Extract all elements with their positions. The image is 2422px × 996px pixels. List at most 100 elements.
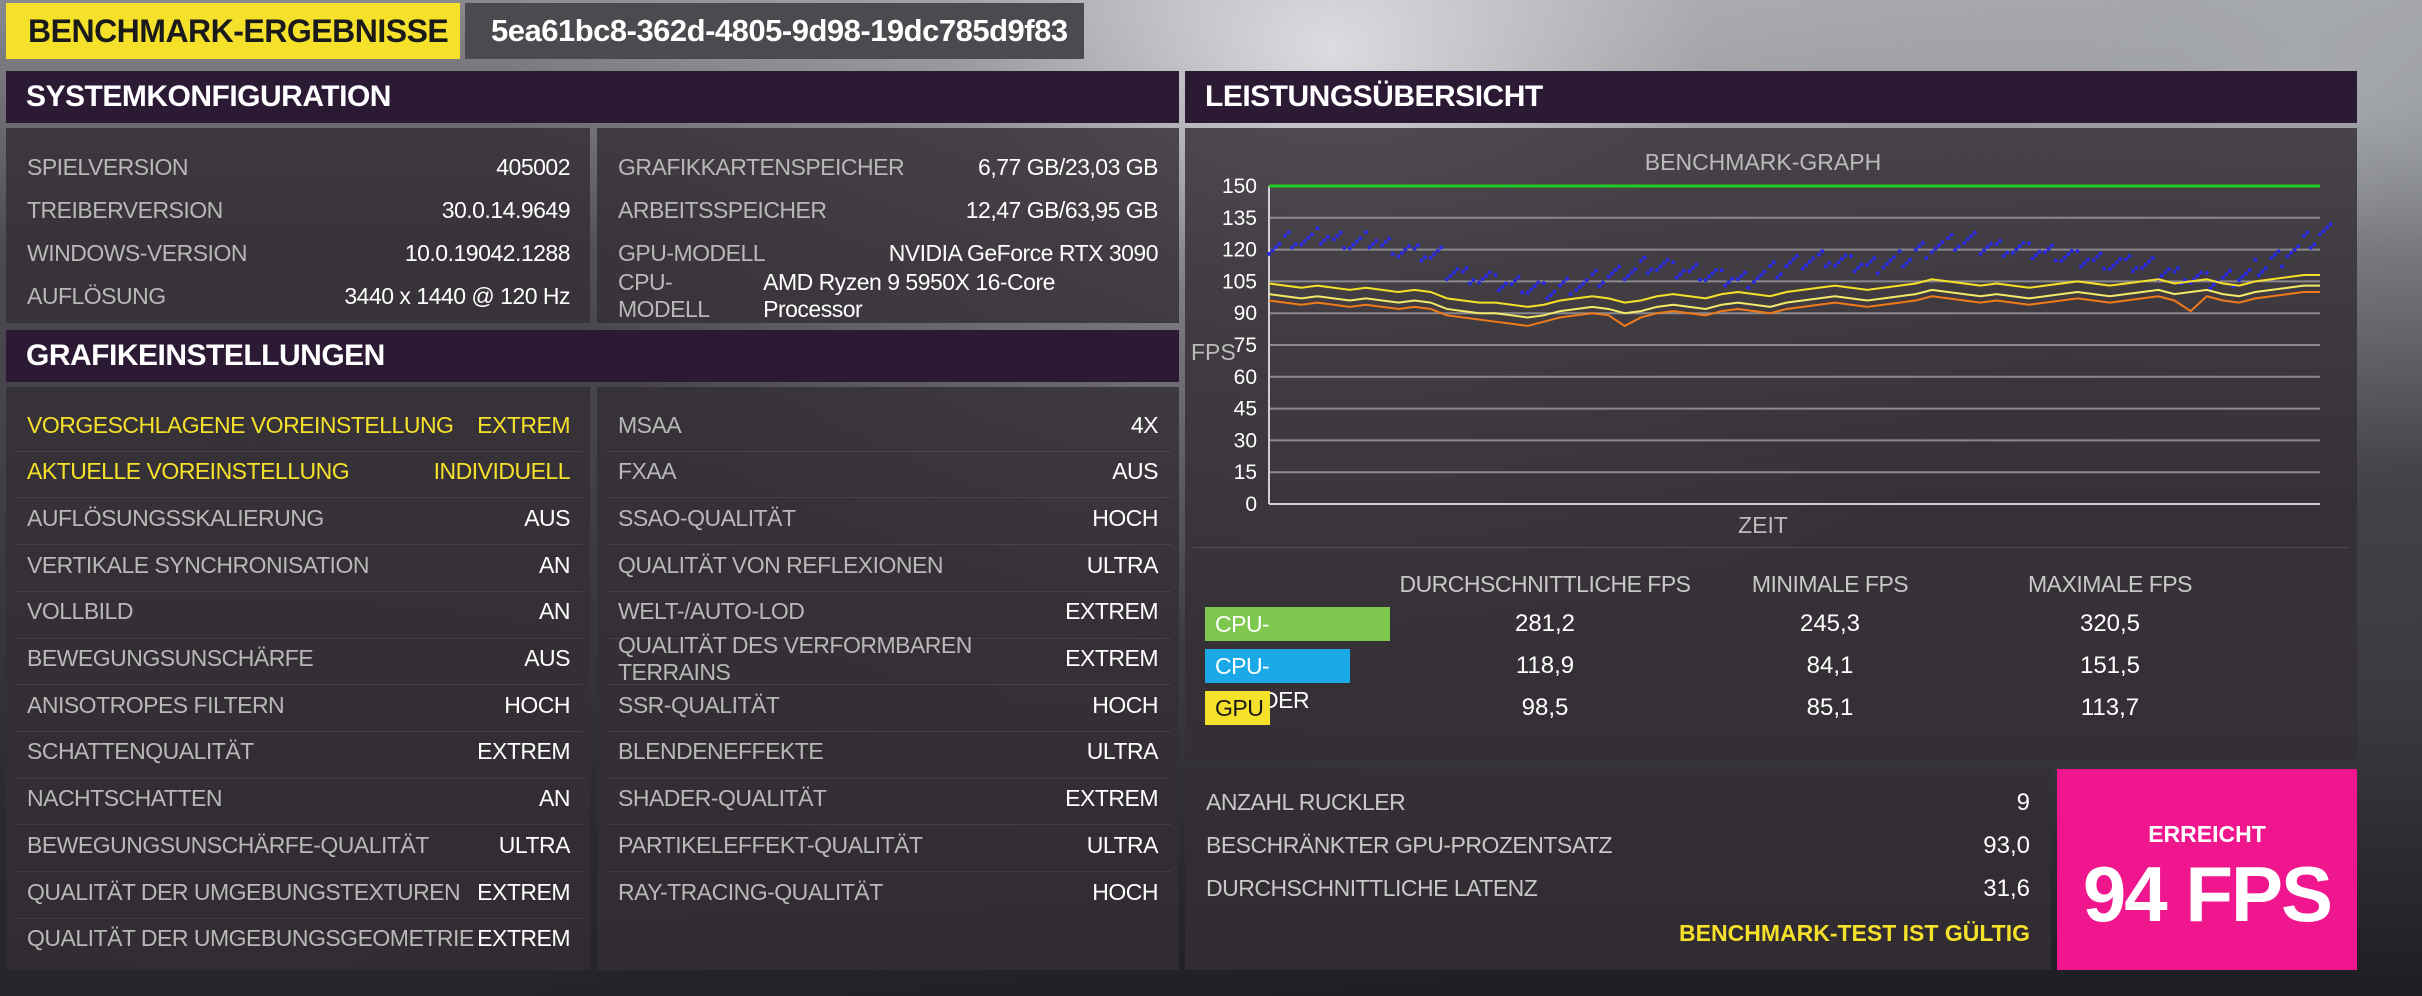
data-point — [2053, 258, 2058, 263]
data-point — [1820, 249, 1825, 254]
setting-label: QUALITÄT DER UMGEBUNGSTEXTUREN — [27, 878, 461, 905]
data-point — [2285, 254, 2290, 259]
data-point — [2130, 269, 2135, 274]
setting-label: QUALITÄT DER UMGEBUNGSGEOMETRIE — [27, 925, 474, 952]
data-point — [1791, 257, 1796, 262]
setting-label: SCHATTENQUALITÄT — [27, 738, 254, 765]
setting-label: FXAA — [618, 458, 677, 485]
data-point — [1529, 287, 1534, 292]
setting-label: GPU-MODELL — [618, 239, 766, 266]
data-point — [1787, 260, 1792, 265]
data-point — [1613, 267, 1618, 272]
run-id: 5ea61bc8-362d-4805-9d98-19dc785d9f83 — [465, 3, 1084, 59]
row-divider — [607, 544, 1171, 546]
setting-value: 10.0.19042.1288 — [404, 239, 571, 266]
row-divider — [607, 637, 1171, 639]
setting-label: SSR-QUALITÄT — [618, 691, 780, 718]
row-divider — [16, 544, 582, 546]
setting-value: HOCH — [1092, 878, 1158, 905]
data-point — [1338, 230, 1343, 235]
data-point — [1807, 259, 1812, 264]
data-point — [2140, 266, 2145, 271]
setting-label: BEWEGUNGSUNSCHÄRFE — [27, 645, 314, 671]
data-point — [1484, 273, 1489, 278]
setting-label: RAY-TRACING-QUALITÄT — [618, 878, 883, 905]
y-tick-label: 30 — [1234, 429, 1257, 452]
data-point — [1940, 239, 1945, 244]
setting-row: BLENDENEFFEKTE ULTRA — [618, 735, 1159, 769]
data-point — [1351, 242, 1356, 247]
data-point — [1347, 246, 1352, 251]
setting-label: WINDOWS-VERSION — [27, 239, 247, 266]
data-point — [1752, 279, 1757, 284]
setting-row: WINDOWS-VERSION 10.0.19042.1288 — [27, 236, 571, 270]
data-point — [1681, 268, 1686, 273]
setting-row: VORGESCHLAGENE VOREINSTELLUNG EXTREM — [27, 408, 570, 442]
data-point — [2091, 258, 2096, 263]
data-point — [2050, 243, 2055, 248]
data-point — [1891, 255, 1896, 260]
data-point — [1552, 289, 1557, 294]
data-point — [1597, 284, 1602, 289]
setting-row: SSR-QUALITÄT HOCH — [618, 688, 1158, 722]
y-tick-label: 45 — [1234, 398, 1257, 421]
data-point — [2043, 250, 2048, 255]
summary-label: ANZAHL RUCKLER — [1206, 789, 1406, 815]
data-point — [1904, 261, 1909, 266]
data-point — [1545, 296, 1550, 301]
setting-value: INDIVIDUELL — [433, 458, 571, 485]
row-divider — [607, 730, 1171, 732]
summary-label: DURCHSCHNITTLICHE LATENZ — [1206, 875, 1538, 901]
data-point — [1662, 261, 1667, 266]
data-point — [2134, 265, 2139, 270]
data-point — [1309, 232, 1314, 237]
data-point — [2066, 252, 2071, 257]
data-point — [1771, 260, 1776, 265]
setting-value: 405002 — [496, 153, 570, 180]
setting-row: GPU-MODELL NVIDIA GeForce RTX 3090 — [618, 236, 1159, 270]
stat-header: DURCHSCHNITTLICHE FPS — [1399, 571, 1691, 597]
stat-value: 151,5 — [2079, 652, 2141, 679]
data-point — [2308, 245, 2313, 250]
data-point — [1577, 284, 1582, 289]
data-point — [1319, 241, 1324, 246]
data-point — [2244, 271, 2249, 276]
data-point — [1836, 260, 1841, 265]
data-point — [2037, 249, 2042, 254]
data-point — [1645, 270, 1650, 275]
setting-row: QUALITÄT DER UMGEBUNGSGEOMETRIE EXTREM — [27, 922, 570, 956]
setting-value: ULTRA — [1086, 738, 1159, 765]
row-divider — [16, 450, 582, 452]
data-point — [2111, 263, 2116, 268]
data-point — [1859, 262, 1864, 267]
data-point — [1477, 280, 1482, 285]
data-point — [1283, 233, 1288, 238]
data-point — [1516, 275, 1521, 280]
setting-label: ARBEITSSPEICHER — [618, 196, 827, 223]
data-point — [1981, 248, 1986, 253]
benchmark-chart: BENCHMARK-GRAPH FPS ZEIT 150135120105907… — [1191, 149, 2333, 538]
row-divider — [607, 824, 1171, 826]
setting-row: SCHATTENQUALITÄT EXTREM — [27, 735, 570, 769]
data-point — [1610, 271, 1615, 276]
data-point — [1500, 284, 1505, 289]
data-point — [1565, 276, 1570, 281]
data-point — [1723, 283, 1728, 288]
data-point — [1856, 265, 1861, 270]
data-point — [2289, 250, 2294, 255]
setting-value: ULTRA — [1086, 551, 1159, 578]
setting-value: AN — [539, 598, 570, 625]
data-point — [1367, 245, 1372, 250]
data-point — [1568, 292, 1573, 297]
data-point — [2046, 246, 2051, 251]
setting-value: EXTREM — [1065, 598, 1158, 625]
data-point — [1811, 256, 1816, 261]
data-point — [2143, 262, 2148, 267]
data-point — [1674, 275, 1679, 280]
row-divider — [16, 684, 582, 686]
row-divider — [16, 730, 582, 732]
data-point — [1364, 230, 1369, 235]
data-point — [1541, 281, 1546, 286]
data-point — [1448, 273, 1453, 278]
data-point — [1606, 274, 1611, 279]
